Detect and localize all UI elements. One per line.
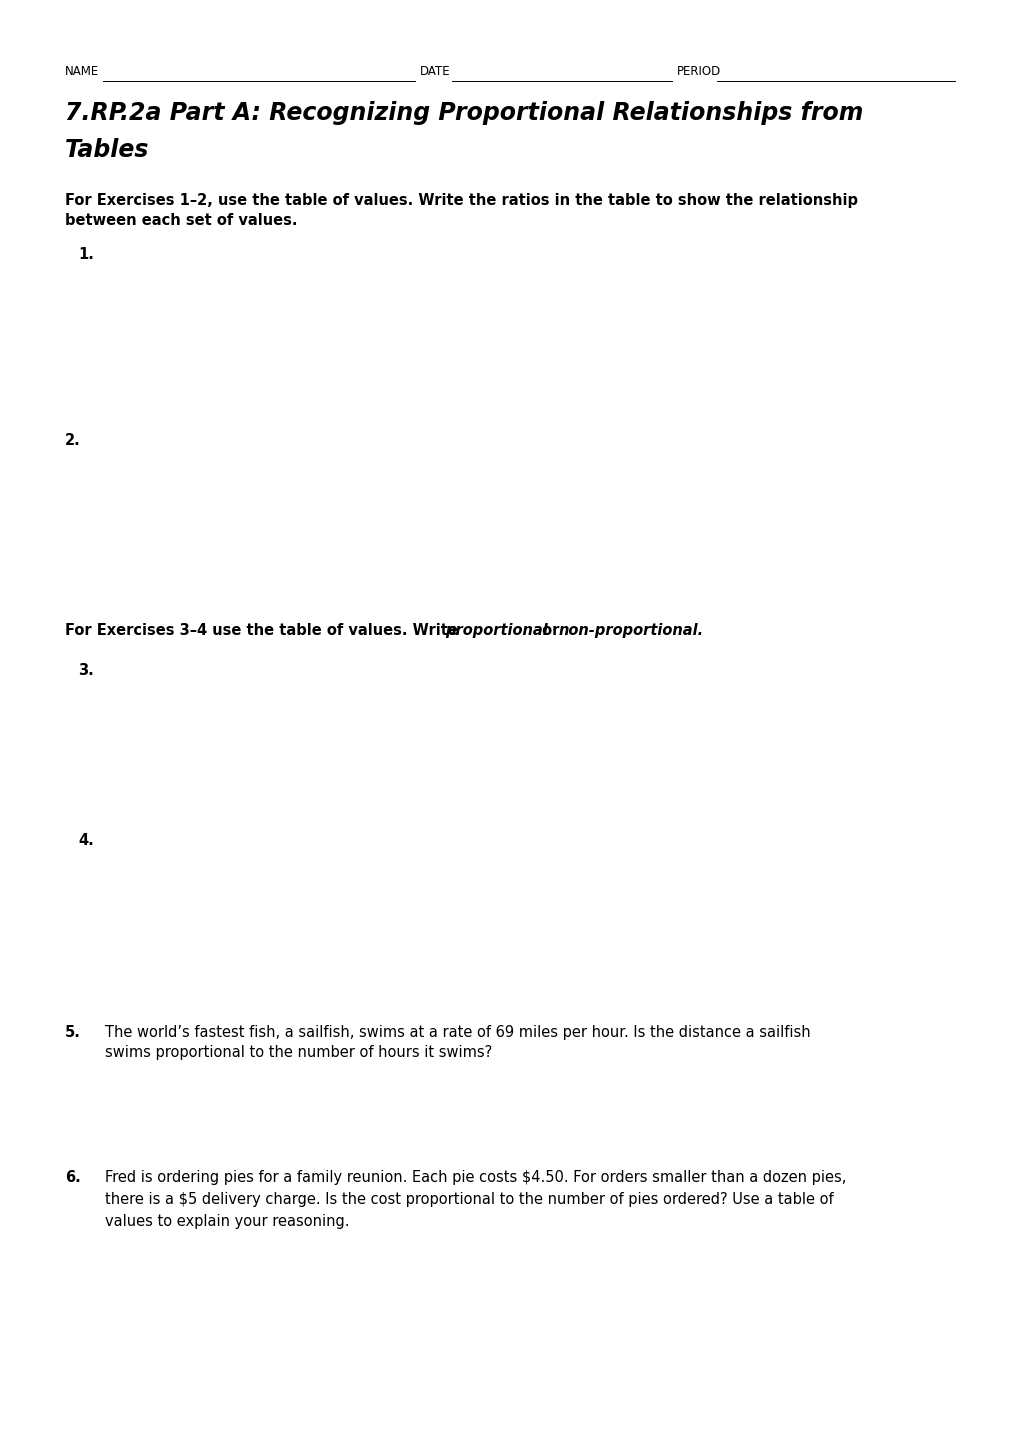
Text: 4.: 4. — [77, 833, 94, 848]
Text: 7.RP.2a Part A: Recognizing Proportional Relationships from: 7.RP.2a Part A: Recognizing Proportional… — [65, 101, 862, 126]
Text: 1.: 1. — [77, 247, 94, 263]
Text: values to explain your reasoning.: values to explain your reasoning. — [105, 1214, 350, 1229]
Text: For Exercises 1–2, use the table of values. Write the ratios in the table to sho: For Exercises 1–2, use the table of valu… — [65, 193, 857, 208]
Text: between each set of values.: between each set of values. — [65, 214, 298, 228]
Text: there is a $5 delivery charge. Is the cost proportional to the number of pies or: there is a $5 delivery charge. Is the co… — [105, 1192, 833, 1206]
Text: For Exercises 3–4 use the table of values. Write: For Exercises 3–4 use the table of value… — [65, 623, 463, 638]
Text: 6.: 6. — [65, 1170, 81, 1185]
Text: PERIOD: PERIOD — [677, 65, 720, 78]
Text: 5.: 5. — [65, 1025, 81, 1040]
Text: NAME: NAME — [65, 65, 99, 78]
Text: Fred is ordering pies for a family reunion. Each pie costs $4.50. For orders sma: Fred is ordering pies for a family reuni… — [105, 1170, 846, 1185]
Text: non-proportional.: non-proportional. — [558, 623, 703, 638]
Text: The world’s fastest fish, a sailfish, swims at a rate of 69 miles per hour. Is t: The world’s fastest fish, a sailfish, sw… — [105, 1025, 810, 1040]
Text: Tables: Tables — [65, 139, 150, 162]
Text: DATE: DATE — [420, 65, 450, 78]
Text: proportional: proportional — [444, 623, 547, 638]
Text: swims proportional to the number of hours it swims?: swims proportional to the number of hour… — [105, 1045, 492, 1061]
Text: 3.: 3. — [77, 662, 94, 678]
Text: 2.: 2. — [65, 433, 81, 447]
Text: or: or — [536, 623, 564, 638]
